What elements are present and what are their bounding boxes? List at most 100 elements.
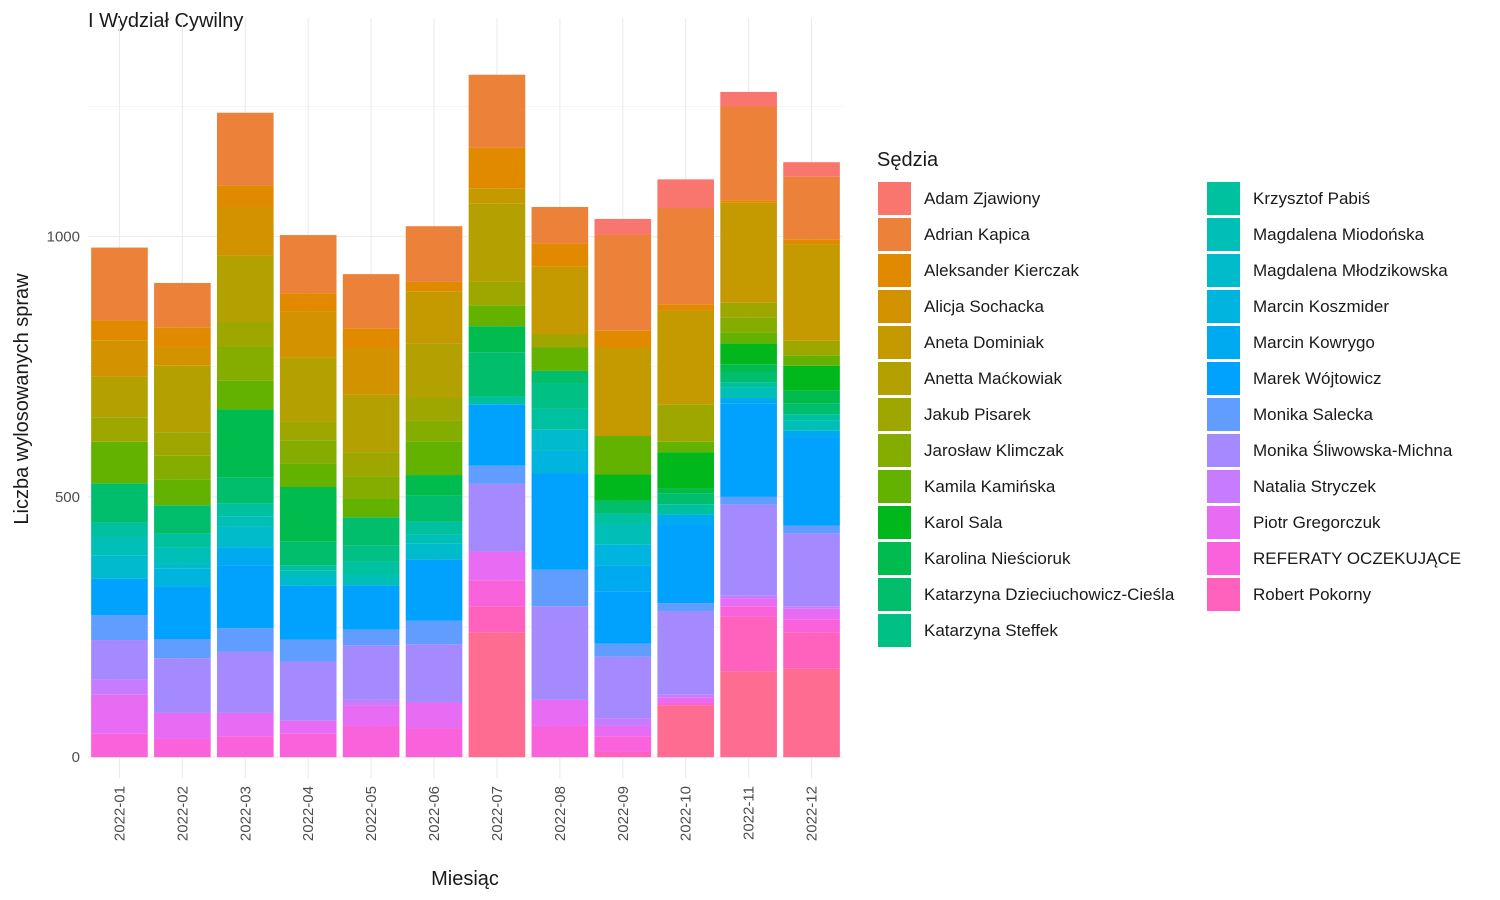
x-axis-title: Miesiąc bbox=[431, 868, 499, 890]
legend: Adam Zjawiony Adrian Kapica Aleksander Kie… bbox=[878, 182, 1461, 647]
bar-segment-robert-pokorny-2022-09 bbox=[594, 751, 652, 758]
y-axis-title: Liczba wylosowanych spraw bbox=[11, 273, 33, 525]
legend-swatch bbox=[878, 542, 911, 575]
legend-swatch bbox=[878, 470, 911, 503]
bar-segment-karol-sala-2022-09 bbox=[594, 474, 652, 501]
legend-item-referaty-oczekujace: REFERATY OCZEKUJĄCE bbox=[1207, 542, 1461, 575]
bar-segment-piotr-gregorczuk-2022-09 bbox=[594, 725, 652, 737]
bar-segment-katarzyna-dzieciuchowicz-ciesla-2022-10 bbox=[657, 493, 715, 505]
bar-segment-magdalena-mlodzikowska-2022-02 bbox=[154, 563, 211, 569]
bar-segment-adrian-kapica-2022-05 bbox=[342, 274, 400, 329]
bar-segment-piotr-gregorczuk-2022-06 bbox=[405, 702, 463, 729]
bar-segment-krzysztof-pabis-2022-08 bbox=[531, 408, 589, 430]
bar-segment-adrian-kapica-2022-04 bbox=[279, 235, 337, 294]
bar-segment-kamila-kaminska-2022-01 bbox=[91, 441, 148, 484]
bar-segment-karolina-niescioruk-2022-11 bbox=[720, 364, 777, 372]
bar-segment-kamila-kaminska-2022-02 bbox=[154, 479, 211, 506]
bar-segment-magdalena-miodonska-2022-03 bbox=[216, 516, 274, 527]
legend-swatch bbox=[878, 506, 911, 539]
bar-segment-magdalena-miodonska-2022-05 bbox=[342, 574, 400, 586]
bar-segment-alicja-sochacka-2022-05 bbox=[342, 348, 400, 395]
bar-segment-kamila-kaminska-2022-10 bbox=[657, 441, 715, 453]
bar-segment-piotr-gregorczuk-2022-02 bbox=[154, 712, 211, 739]
bar-segment-natalia-stryczek-2022-09 bbox=[594, 718, 652, 726]
bar-segment-marek-wojtowicz-2022-05 bbox=[342, 585, 400, 630]
bar-segment-jaroslaw-klimczak-2022-11 bbox=[720, 317, 777, 333]
bar-segment-kamila-kaminska-2022-09 bbox=[594, 436, 652, 475]
bar-segment-referaty-oczekujace-2022-11 bbox=[720, 606, 777, 617]
legend-swatch bbox=[1207, 290, 1240, 323]
legend-item-karol-sala: Karol Sala bbox=[878, 506, 1003, 539]
legend-label: REFERATY OCZEKUJĄCE bbox=[1253, 549, 1461, 568]
bar-segment-aleksander-kierczak-2022-08 bbox=[531, 243, 589, 267]
x-tick-label: 2022-10 bbox=[678, 786, 695, 841]
bar-segment-natalia-stryczek-2022-01 bbox=[91, 679, 148, 695]
bar-segment-referaty-oczekujace-2022-01 bbox=[91, 733, 148, 758]
bar-segment-krzysztof-pabis-2022-01 bbox=[91, 522, 148, 537]
legend-item-piotr-gregorczuk: Piotr Gregorczuk bbox=[1207, 506, 1381, 539]
bar-segment-referaty-oczekujace-2022-06 bbox=[405, 728, 463, 758]
bar-segment-marcin-koszmider-2022-08 bbox=[531, 450, 589, 474]
bar-segment-kamila-kaminska-2022-06 bbox=[405, 441, 463, 476]
bar-segment-magdalena-mlodzikowska-2022-03 bbox=[216, 526, 274, 548]
bar-segment-kamila-kaminska-2022-03 bbox=[216, 380, 274, 410]
bar-segment-robert-pokorny-2-2022-07 bbox=[468, 632, 526, 758]
bar-segment-monika-sliwowska-michna-2022-01 bbox=[91, 640, 148, 680]
bar-segment-krzysztof-pabis-2022-07 bbox=[468, 396, 526, 405]
bar-segment-krzysztof-pabis-2022-03 bbox=[216, 503, 274, 517]
bar-segment-aleksander-kierczak-2022-10 bbox=[657, 304, 715, 311]
bar-segment-aleksander-kierczak-2022-12 bbox=[783, 239, 840, 245]
x-tick-label: 2022-08 bbox=[552, 786, 569, 841]
legend-label: Karol Sala bbox=[924, 513, 1003, 532]
legend-item-aleksander-kierczak: Aleksander Kierczak bbox=[878, 254, 1079, 287]
legend-label: Robert Pokorny bbox=[1253, 585, 1372, 604]
bar-segment-jakub-pisarek-2022-11 bbox=[720, 302, 777, 318]
legend-swatch bbox=[878, 362, 911, 395]
x-tick-label: 2022-04 bbox=[300, 786, 317, 841]
legend-swatch bbox=[1207, 218, 1240, 251]
legend-label: Monika Salecka bbox=[1253, 405, 1374, 424]
bar-segment-marcin-kowrygo-2022-09 bbox=[594, 565, 652, 592]
bar-segment-katarzyna-dzieciuchowicz-ciesla-2022-05 bbox=[342, 517, 400, 546]
bar-segment-adrian-kapica-2022-06 bbox=[405, 226, 463, 282]
bar-segment-karolina-niescioruk-2022-07 bbox=[468, 326, 526, 353]
bar-segment-monika-salecka-2022-12 bbox=[783, 525, 840, 534]
bar-segment-monika-salecka-2022-07 bbox=[468, 465, 526, 484]
bar-segment-aleksander-kierczak-2022-01 bbox=[91, 320, 148, 341]
legend-label: Adrian Kapica bbox=[924, 225, 1030, 244]
bar-segment-krzysztof-pabis-2022-12 bbox=[783, 414, 840, 421]
legend-swatch bbox=[1207, 254, 1240, 287]
bar-segment-piotr-gregorczuk-2022-11 bbox=[720, 598, 777, 607]
legend-label: Aneta Dominiak bbox=[924, 333, 1045, 352]
bar-segment-marek-wojtowicz-2022-03 bbox=[216, 565, 274, 629]
bar-segment-karolina-niescioruk-2022-12 bbox=[783, 390, 840, 404]
legend-label: Krzysztof Pabiś bbox=[1253, 189, 1370, 208]
bar-segment-kamila-kaminska-2022-08 bbox=[531, 347, 589, 371]
bar-segment-marek-wojtowicz-2022-10 bbox=[657, 525, 715, 604]
legend-swatch bbox=[878, 182, 911, 215]
bar-segment-adam-zjawiony-2022-10 bbox=[657, 179, 715, 208]
bar-segment-katarzyna-dzieciuchowicz-ciesla-2022-06 bbox=[405, 495, 463, 522]
legend-label: Karolina Nieścioruk bbox=[924, 549, 1071, 568]
bar-segment-kamila-kaminska-2022-05 bbox=[342, 498, 400, 518]
bar-segment-jakub-pisarek-2022-03 bbox=[216, 322, 274, 347]
legend-item-katarzyna-steffek: Katarzyna Steffek bbox=[878, 614, 1058, 647]
x-tick-label: 2022-12 bbox=[804, 786, 821, 841]
bar-segment-magdalena-mlodzikowska-2022-06 bbox=[405, 543, 463, 560]
legend-item-jakub-pisarek: Jakub Pisarek bbox=[878, 398, 1031, 431]
x-tick-label: 2022-06 bbox=[426, 786, 443, 841]
bar-segment-katarzyna-dzieciuchowicz-ciesla-2022-01 bbox=[91, 483, 148, 523]
legend-label: Katarzyna Steffek bbox=[924, 621, 1058, 640]
bar-segment-referaty-oczekujace-2022-08 bbox=[531, 725, 589, 758]
legend-swatch bbox=[1207, 470, 1240, 503]
bar-segment-aleksander-kierczak-2022-03 bbox=[216, 185, 274, 208]
bar-segment-katarzyna-dzieciuchowicz-ciesla-2022-09 bbox=[594, 500, 652, 514]
bar-segment-referaty-oczekujace-2022-09 bbox=[594, 736, 652, 752]
legend-swatch bbox=[1207, 326, 1240, 359]
bar-segment-adrian-kapica-2022-01 bbox=[91, 247, 148, 321]
legend-label: Marcin Kowrygo bbox=[1253, 333, 1375, 352]
legend-item-magdalena-miodonska: Magdalena Miodońska bbox=[1207, 218, 1425, 251]
legend-item-adam-zjawiony: Adam Zjawiony bbox=[878, 182, 1041, 215]
bar-segment-anetta-mackowiak-2022-02 bbox=[154, 365, 211, 433]
bar-segment-anetta-mackowiak-2022-04 bbox=[279, 357, 337, 422]
